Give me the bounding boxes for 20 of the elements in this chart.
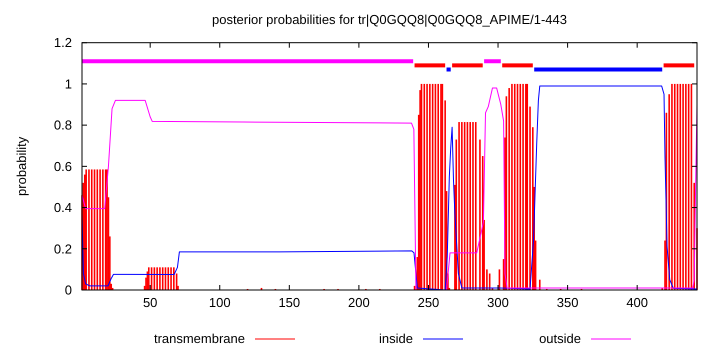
x-tick-label: 200	[348, 295, 370, 310]
y-tick-label: 0.6	[54, 158, 72, 174]
y-tick-label: 0.4	[54, 200, 72, 216]
y-tick-label: 0	[64, 282, 72, 298]
y-tick-label: 1.2	[54, 35, 72, 50]
x-tick-label: 400	[626, 295, 648, 310]
x-tick-label: 350	[556, 295, 578, 310]
legend-label: transmembrane	[154, 331, 245, 346]
y-tick-label: 0.2	[54, 241, 72, 256]
x-tick-label: 100	[208, 295, 231, 310]
chart-title: posterior probabilities for tr|Q0GQQ8|Q0GQQ8_APIME/1-443	[212, 12, 568, 27]
x-tick-label: 150	[278, 295, 300, 310]
x-tick-label: 50	[142, 295, 158, 310]
y-tick-label: 1	[64, 76, 72, 92]
legend-label: inside	[379, 331, 413, 346]
legend-label: outside	[539, 331, 581, 346]
y-tick-label: 0.8	[54, 118, 72, 133]
x-tick-label: 300	[487, 295, 509, 310]
x-tick-label: 250	[418, 295, 440, 310]
y-axis-title: probability	[14, 136, 29, 196]
